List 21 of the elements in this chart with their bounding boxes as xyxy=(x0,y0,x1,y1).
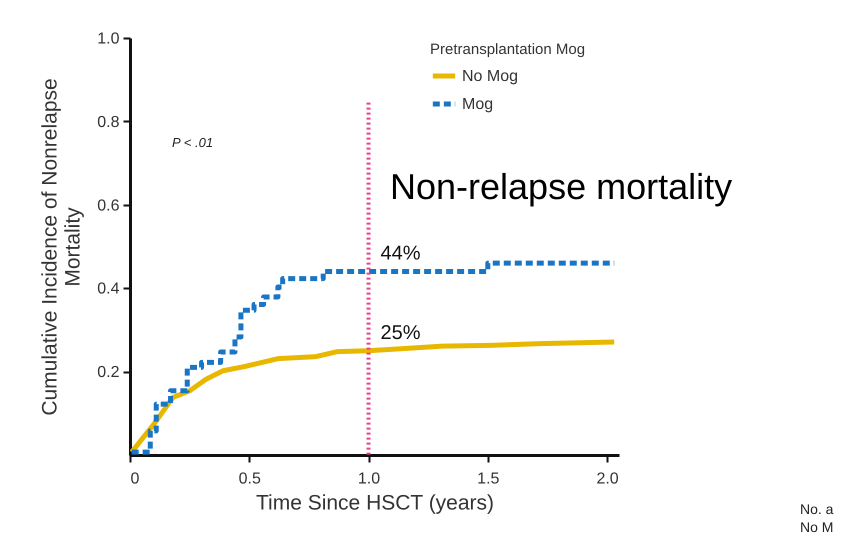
x-axis-title: Time Since HSCT (years) xyxy=(256,492,494,514)
text: No M xyxy=(800,519,834,533)
y-tick-label: 0.8 xyxy=(97,114,120,131)
y-tick-label: 0.4 xyxy=(97,280,120,298)
x-tick-label: 1.0 xyxy=(358,470,380,488)
y-tick-label: 1.0 xyxy=(97,30,120,48)
text: Non-relapse mortality xyxy=(390,166,732,207)
x-tick-label: 0.5 xyxy=(238,470,261,488)
text: No. a xyxy=(800,501,834,517)
annotation: 44% xyxy=(380,242,421,265)
y-tick-label: 0.2 xyxy=(97,364,120,382)
x-tick-label: 1.5 xyxy=(477,470,500,488)
x-tick-label: 2.0 xyxy=(596,470,619,488)
annotation: 25% xyxy=(380,322,421,344)
legend-label: No Mog xyxy=(462,68,518,85)
legend-title: Pretransplantation Mog xyxy=(430,41,586,58)
legend-label: Mog xyxy=(462,96,494,113)
x-tick-label: 0 xyxy=(130,470,140,488)
annotation: P < .01 xyxy=(172,135,214,150)
y-tick-label: 0.6 xyxy=(97,197,120,214)
y-axis-title: Cumulative Incidence of Nonrelapse Mortality xyxy=(38,78,84,416)
